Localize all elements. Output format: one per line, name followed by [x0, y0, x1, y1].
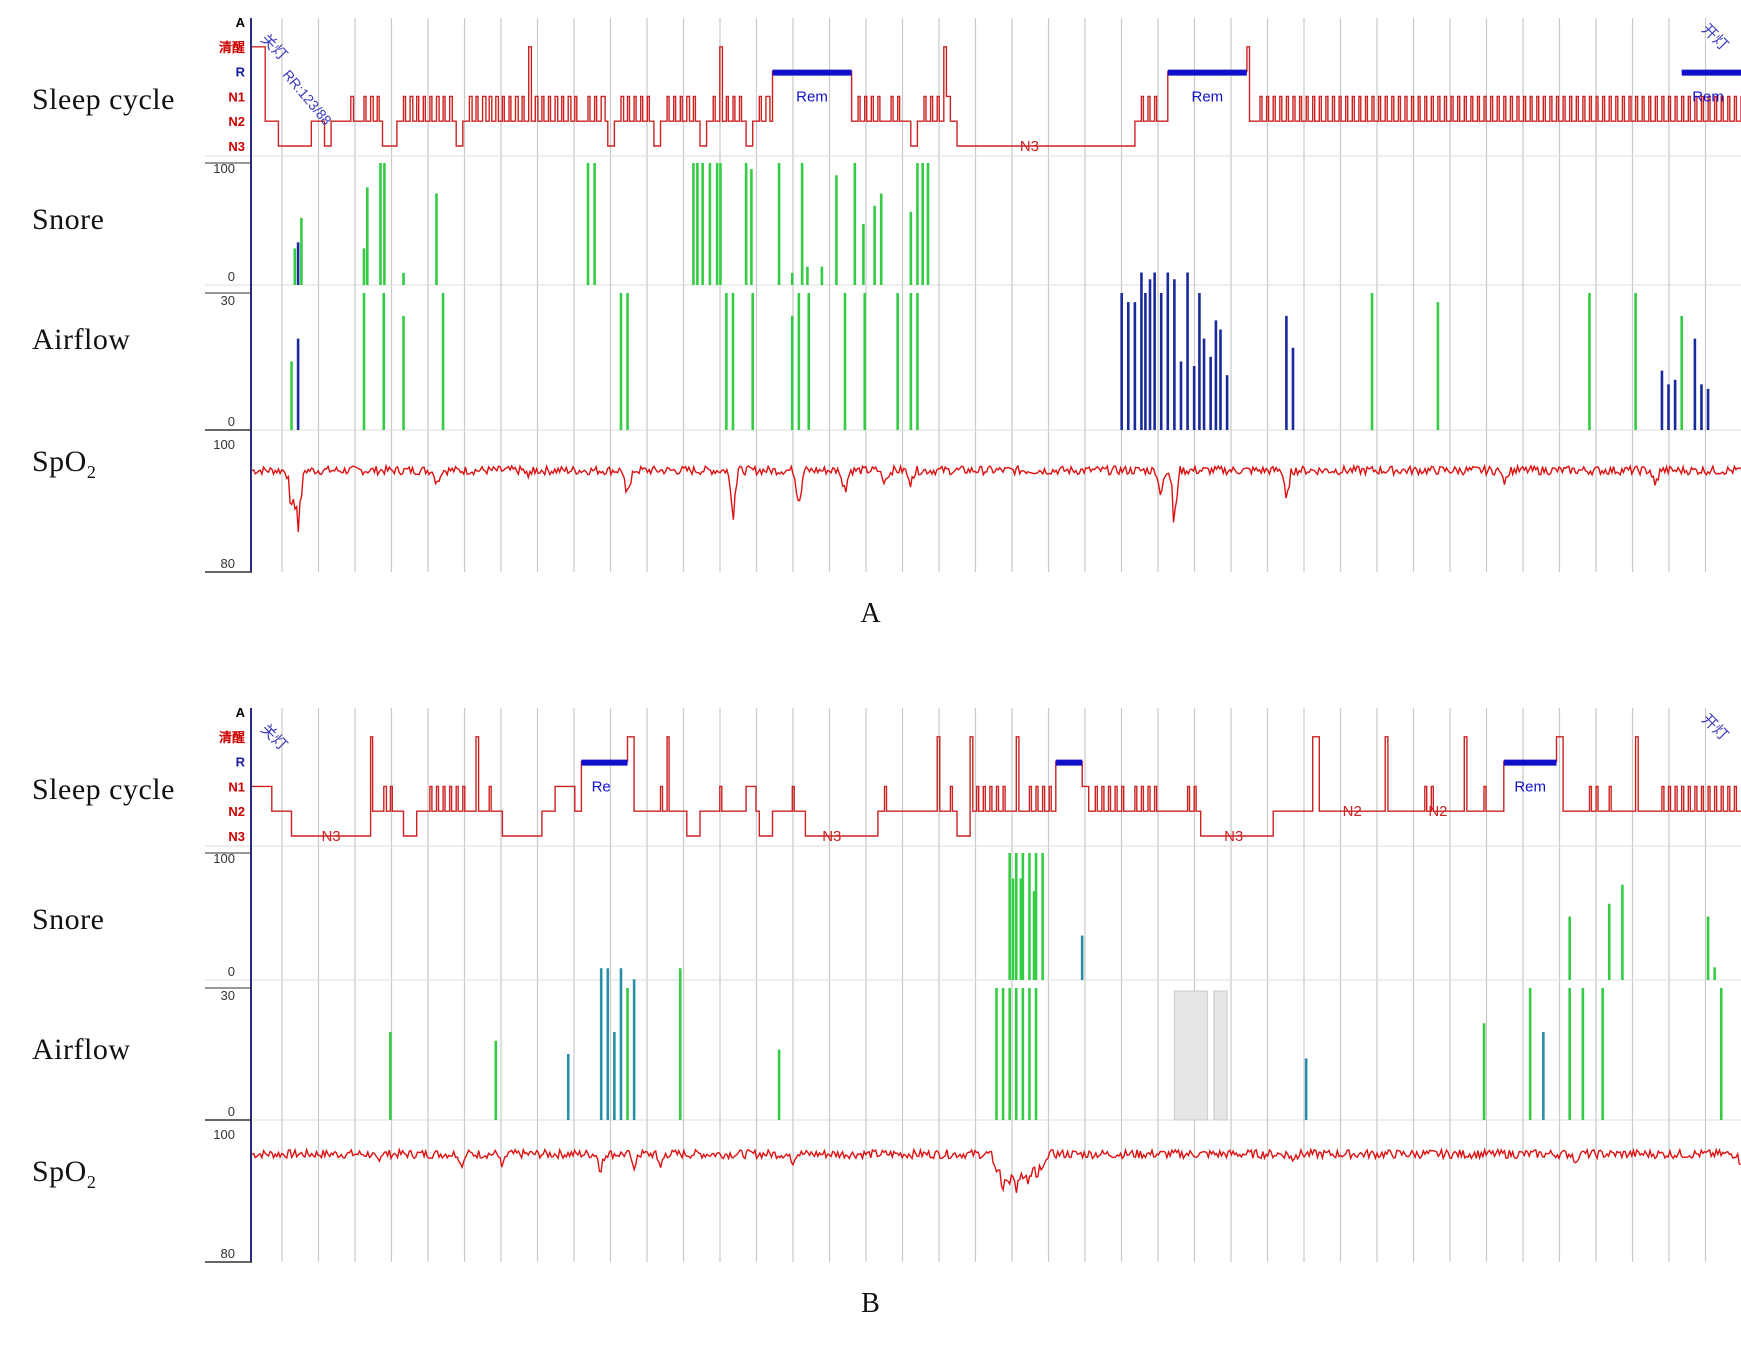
stage-text: N3 — [822, 828, 841, 845]
label-snore: Snore — [32, 203, 105, 236]
stage-text: Re — [592, 778, 611, 795]
spo2-trace — [251, 1147, 1741, 1193]
lights-off-annotation: 关灯 — [257, 31, 290, 64]
label-sleep-cycle: Sleep cycle — [32, 773, 175, 806]
panel-a: Sleep cycle Snore Airflow SpO2 A 清醒 R N1 N2 N… — [0, 0, 1741, 629]
stage-label: N3 — [228, 139, 245, 154]
label-snore: Snore — [32, 903, 105, 936]
panel-b: Sleep cycle Snore Airflow SpO2 A 清醒 R N1 N2 N… — [0, 690, 1741, 1319]
label-spo2-main: SpO — [32, 445, 87, 478]
label-spo2-sub: 2 — [86, 1172, 97, 1192]
polysomnography-plot-b: A 清醒 R N1 N2 N3 N3 Re N3 N3 N2 N2 Rem 关灯 开灯 100 0 30 0 100 8… — [205, 705, 1741, 1263]
stage-label: 清醒 — [219, 40, 245, 55]
label-spo2-main: SpO — [32, 1155, 87, 1188]
airflow-tick-label: 30 — [221, 988, 235, 1003]
airflow-artifact — [1173, 990, 1208, 1121]
stage-label: N1 — [228, 89, 245, 104]
stage-label: N2 — [228, 114, 245, 129]
lights-on-annotation: 开灯 — [1698, 711, 1731, 744]
stage-text: Rem — [1692, 88, 1724, 105]
label-spo2-sub: 2 — [86, 462, 97, 482]
hypnogram-line — [252, 46, 1741, 147]
label-airflow: Airflow — [32, 1033, 131, 1066]
stage-label: R — [236, 65, 246, 80]
snore-tick-label: 0 — [228, 269, 235, 284]
airflow-tick-label: 30 — [221, 293, 235, 308]
stage-text: N2 — [1428, 803, 1447, 820]
stage-text: N3 — [1224, 828, 1243, 845]
spo2-tick-label: 100 — [213, 437, 235, 452]
lights-off-annotation: 关灯 — [257, 721, 290, 754]
panel-letter-b: B — [861, 1288, 880, 1319]
stage-label: A — [236, 705, 246, 720]
spo2-trace — [251, 463, 1741, 532]
airflow-tick-label: 0 — [228, 1104, 235, 1119]
label-spo2: SpO2 — [32, 1155, 96, 1193]
airflow-tick-label: 0 — [228, 414, 235, 429]
stage-label: A — [236, 15, 246, 30]
lights-on-annotation: 开灯 — [1698, 21, 1731, 54]
hypnogram-line — [252, 736, 1741, 837]
stage-label: R — [236, 755, 246, 770]
spo2-tick-label: 80 — [221, 556, 235, 571]
stage-label: N1 — [228, 779, 245, 794]
label-airflow: Airflow — [32, 323, 131, 356]
stage-text: Rem — [1514, 778, 1546, 795]
polysomnography-plot-a: A 清醒 R N1 N2 N3 Rem N3 Rem Rem 关灯 开灯 RR:123/88 100 0 30… — [205, 15, 1741, 573]
stage-text: N3 — [321, 828, 340, 845]
blood-pressure-annotation: RR:123/88 — [280, 67, 335, 129]
panel-letter-a: A — [860, 598, 881, 629]
snore-tick-label: 100 — [213, 161, 235, 176]
stage-label: 清醒 — [219, 730, 245, 745]
airflow-artifact — [1213, 990, 1228, 1121]
stage-text: Rem — [1191, 88, 1223, 105]
spo2-tick-label: 80 — [221, 1246, 235, 1261]
snore-tick-label: 0 — [228, 964, 235, 979]
stage-label: N3 — [228, 829, 245, 844]
stage-label: N2 — [228, 804, 245, 819]
spo2-tick-label: 100 — [213, 1127, 235, 1142]
label-sleep-cycle: Sleep cycle — [32, 83, 175, 116]
stage-text: N3 — [1020, 138, 1039, 155]
stage-text: Rem — [796, 88, 828, 105]
label-spo2: SpO2 — [32, 445, 96, 483]
snore-tick-label: 100 — [213, 851, 235, 866]
stage-text: N2 — [1343, 803, 1362, 820]
